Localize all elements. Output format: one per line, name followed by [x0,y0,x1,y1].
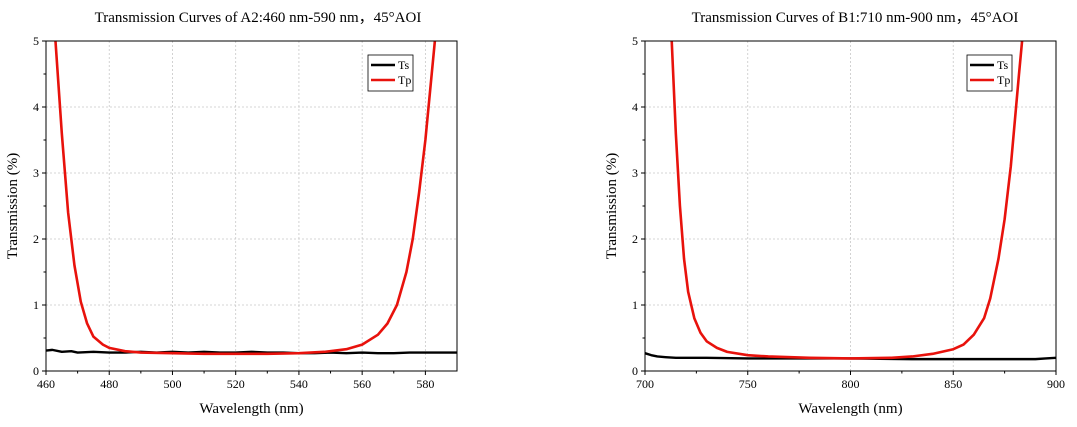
y-axis-label: Transmission (%) [604,153,620,260]
chart-a2: Transmission Curves of A2:460 nm-590 nm，… [5,10,458,417]
legend-label-tp: Tp [398,73,411,87]
legend-box [367,54,414,92]
legend-label-tp: Tp [997,73,1010,87]
y-tick-label: 1 [33,298,39,312]
series-group [46,41,457,356]
series-line-tp [670,41,1024,360]
legend-label-ts: Ts [398,58,409,72]
y-tick-label: 3 [632,166,638,180]
x-tick-label: 500 [163,377,181,391]
x-tick-label: 750 [739,377,757,391]
chart-title: Transmission Curves of B1:710 nm-900 nm，… [692,10,1019,26]
x-tick-label: 900 [1047,377,1065,391]
y-tick-label: 0 [632,364,638,378]
y-tick-label: 5 [632,34,638,48]
x-tick-label: 480 [100,377,118,391]
y-tick-label: 2 [632,232,638,246]
series-line-ts [46,348,457,355]
x-tick-label: 540 [290,377,308,391]
x-axis-label: Wavelength (nm) [199,401,303,417]
x-tick-label: 580 [416,377,434,391]
series-line-ts [645,352,1056,361]
y-tick-label: 3 [33,166,39,180]
legend-box [966,54,1013,92]
y-tick-label: 4 [33,100,39,114]
chart-b1: Transmission Curves of B1:710 nm-900 nm，… [604,10,1065,417]
y-tick-label: 0 [33,364,39,378]
x-tick-label: 700 [636,377,654,391]
series-line-tp [54,41,437,356]
x-tick-label: 850 [944,377,962,391]
y-tick-label: 2 [33,232,39,246]
x-tick-label: 800 [842,377,860,391]
x-tick-label: 460 [37,377,55,391]
y-axis-label: Transmission (%) [5,153,21,260]
x-tick-label: 560 [353,377,371,391]
y-tick-label: 1 [632,298,638,312]
chart-title: Transmission Curves of A2:460 nm-590 nm，… [95,10,422,26]
y-tick-label: 4 [632,100,638,114]
legend-label-ts: Ts [997,58,1008,72]
series-group [645,41,1056,361]
x-axis-label: Wavelength (nm) [798,401,902,417]
x-tick-label: 520 [227,377,245,391]
y-tick-label: 5 [33,34,39,48]
